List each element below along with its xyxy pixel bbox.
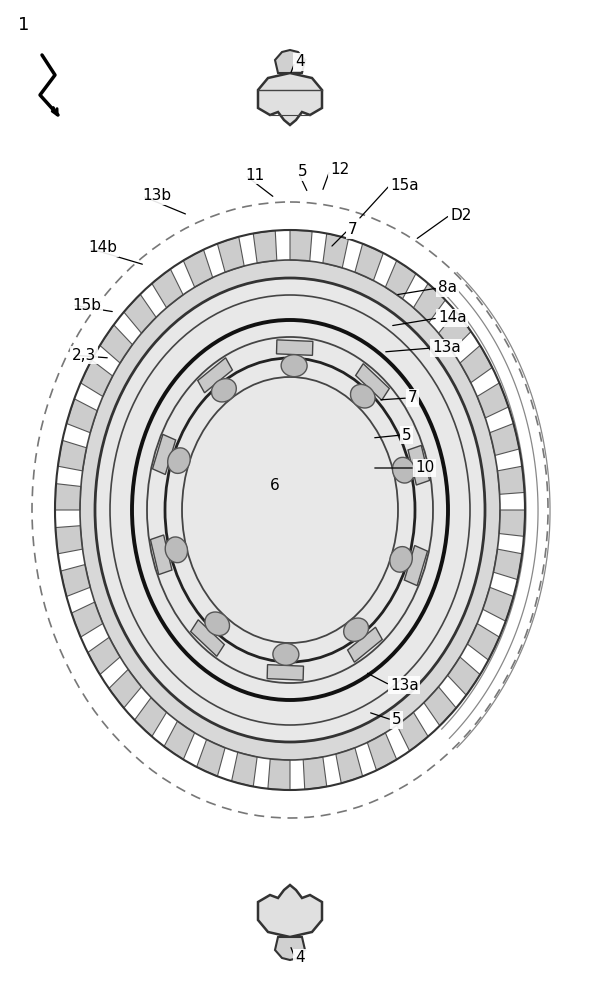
Ellipse shape <box>132 320 448 700</box>
Polygon shape <box>493 549 522 580</box>
Text: 15a: 15a <box>390 178 419 192</box>
Polygon shape <box>80 360 113 397</box>
Polygon shape <box>498 466 524 494</box>
Polygon shape <box>258 73 322 125</box>
Polygon shape <box>275 50 305 73</box>
Polygon shape <box>198 358 233 393</box>
Ellipse shape <box>281 355 307 377</box>
Polygon shape <box>323 233 349 268</box>
Polygon shape <box>424 687 456 726</box>
Polygon shape <box>164 721 194 759</box>
Polygon shape <box>385 261 416 299</box>
Polygon shape <box>439 312 471 351</box>
Polygon shape <box>347 627 382 662</box>
Polygon shape <box>66 399 97 433</box>
Text: D2: D2 <box>450 208 471 223</box>
Polygon shape <box>268 759 290 790</box>
Polygon shape <box>109 669 141 708</box>
Polygon shape <box>290 230 312 261</box>
Polygon shape <box>71 602 103 637</box>
Text: 1: 1 <box>18 16 30 34</box>
Polygon shape <box>55 484 81 510</box>
Text: 13a: 13a <box>390 678 419 692</box>
Polygon shape <box>477 383 509 418</box>
Polygon shape <box>191 620 224 656</box>
Polygon shape <box>356 364 390 400</box>
Polygon shape <box>56 526 83 554</box>
Polygon shape <box>483 587 513 621</box>
Polygon shape <box>253 231 277 263</box>
Polygon shape <box>467 623 500 660</box>
Polygon shape <box>303 757 327 789</box>
Polygon shape <box>275 937 305 960</box>
Polygon shape <box>277 340 313 355</box>
Text: 5: 5 <box>392 712 402 728</box>
Polygon shape <box>336 748 362 783</box>
Polygon shape <box>150 535 172 575</box>
Text: 14a: 14a <box>438 310 467 326</box>
Text: 10: 10 <box>415 460 434 476</box>
Text: 15b: 15b <box>72 298 101 312</box>
Polygon shape <box>490 423 519 455</box>
Text: 5: 5 <box>402 428 411 442</box>
Polygon shape <box>267 665 303 680</box>
Polygon shape <box>135 698 167 737</box>
Ellipse shape <box>182 377 398 643</box>
Polygon shape <box>258 885 322 937</box>
Polygon shape <box>217 237 244 272</box>
Ellipse shape <box>205 612 230 636</box>
Polygon shape <box>231 752 257 787</box>
Text: 13b: 13b <box>142 188 171 204</box>
Polygon shape <box>460 345 492 383</box>
Polygon shape <box>58 440 86 471</box>
Text: 12: 12 <box>330 162 349 178</box>
Polygon shape <box>367 733 397 770</box>
Ellipse shape <box>95 278 485 742</box>
Text: 13a: 13a <box>432 340 461 356</box>
Ellipse shape <box>273 643 299 665</box>
Text: 14b: 14b <box>88 240 117 255</box>
Text: 4: 4 <box>295 950 304 966</box>
Polygon shape <box>152 269 183 308</box>
Text: 6: 6 <box>270 478 280 493</box>
Polygon shape <box>88 637 120 675</box>
Text: 2,3: 2,3 <box>72 348 96 362</box>
Polygon shape <box>100 325 132 363</box>
Ellipse shape <box>211 379 236 402</box>
Ellipse shape <box>350 384 375 408</box>
Ellipse shape <box>390 547 413 572</box>
Polygon shape <box>397 712 428 751</box>
Ellipse shape <box>80 260 500 760</box>
Polygon shape <box>355 244 384 281</box>
Polygon shape <box>197 739 225 776</box>
Polygon shape <box>448 657 480 695</box>
Polygon shape <box>499 510 525 536</box>
Text: 11: 11 <box>245 167 265 182</box>
Text: 7: 7 <box>348 223 358 237</box>
Polygon shape <box>152 434 176 474</box>
Text: 7: 7 <box>408 390 417 406</box>
Polygon shape <box>413 283 445 322</box>
Polygon shape <box>60 565 90 597</box>
Polygon shape <box>404 546 428 586</box>
Polygon shape <box>408 445 429 485</box>
Text: 8a: 8a <box>438 280 457 296</box>
Ellipse shape <box>168 448 190 473</box>
Ellipse shape <box>393 457 415 483</box>
Ellipse shape <box>344 618 368 641</box>
Text: 5: 5 <box>298 164 307 180</box>
Polygon shape <box>124 294 156 333</box>
Polygon shape <box>183 250 213 287</box>
Ellipse shape <box>165 537 188 563</box>
Text: 4: 4 <box>295 54 304 70</box>
